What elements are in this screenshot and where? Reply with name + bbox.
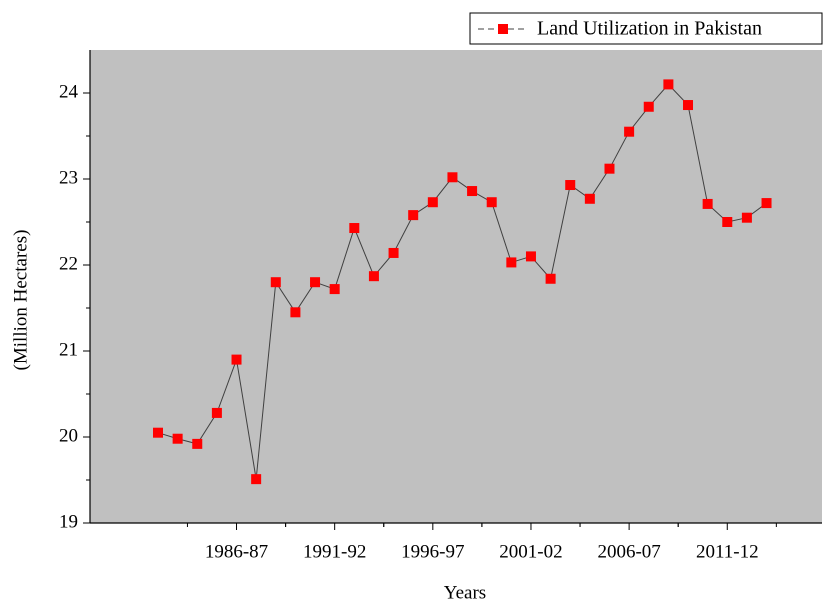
marker <box>211 407 222 418</box>
y-tick-label: 23 <box>59 167 78 188</box>
marker <box>624 126 635 137</box>
marker <box>310 277 321 288</box>
legend-label: Land Utilization in Pakistan <box>537 18 762 40</box>
x-tick-label: 1991-92 <box>303 541 366 562</box>
marker <box>741 212 752 223</box>
plot-area <box>90 50 822 523</box>
marker <box>702 198 713 209</box>
marker <box>663 79 674 90</box>
legend-marker <box>498 24 508 34</box>
marker <box>329 284 340 295</box>
marker <box>722 217 733 227</box>
legend: Land Utilization in Pakistan <box>469 12 823 45</box>
marker <box>761 198 772 209</box>
marker <box>467 186 478 197</box>
marker <box>427 197 438 208</box>
marker <box>388 247 399 258</box>
x-tick-label: 2001-02 <box>499 541 562 562</box>
marker <box>683 100 694 111</box>
marker <box>643 101 654 112</box>
legend-box <box>469 12 823 45</box>
marker <box>565 180 576 191</box>
marker <box>251 474 262 485</box>
y-tick-label: 22 <box>59 253 78 274</box>
marker <box>349 223 360 234</box>
marker <box>231 354 242 365</box>
marker <box>368 271 379 282</box>
marker <box>192 438 203 449</box>
x-tick-label: 2011-12 <box>696 541 759 562</box>
x-axis-label: Years <box>444 582 486 603</box>
marker <box>486 197 497 208</box>
y-tick-label: 24 <box>59 81 79 102</box>
marker <box>153 427 163 438</box>
marker <box>506 257 517 268</box>
y-tick-label: 19 <box>59 511 78 532</box>
x-tick-label: 1986-87 <box>205 541 268 562</box>
y-tick-label: 21 <box>59 339 78 360</box>
x-tick-label: 2006-07 <box>597 541 660 562</box>
marker <box>408 210 419 221</box>
x-tick-label: 1996-97 <box>401 541 464 562</box>
y-axis-label: (Million Hectares) <box>10 230 31 371</box>
y-tick-label: 20 <box>59 425 78 446</box>
marker <box>525 251 536 262</box>
marker <box>290 307 301 318</box>
marker <box>447 172 458 183</box>
marker <box>545 273 556 284</box>
marker <box>270 277 281 288</box>
marker <box>172 433 183 444</box>
marker <box>604 163 615 174</box>
marker <box>584 193 595 204</box>
